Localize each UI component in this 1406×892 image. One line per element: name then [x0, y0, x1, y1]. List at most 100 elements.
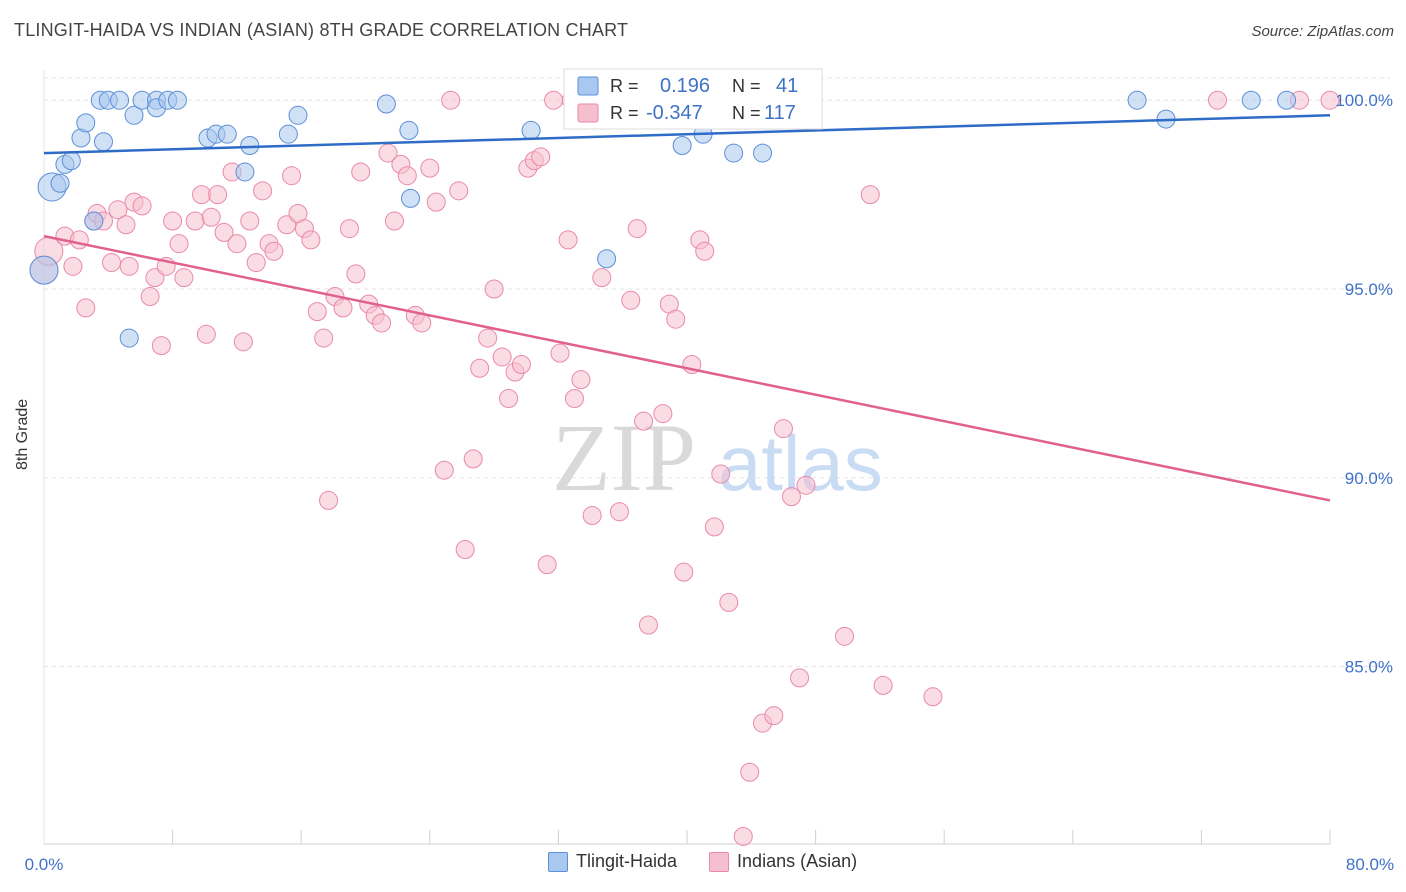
data-point	[733, 826, 753, 846]
y-tick-label: 90.0%	[1345, 469, 1393, 488]
data-point	[426, 192, 446, 212]
data-point	[288, 105, 308, 125]
data-point	[412, 313, 432, 333]
data-point	[399, 120, 419, 140]
data-point	[132, 196, 152, 216]
x-tick-label-min: 0.0%	[25, 855, 64, 874]
data-point	[470, 358, 490, 378]
data-point	[192, 185, 212, 205]
data-point	[455, 540, 475, 560]
stats-swatch-blue	[577, 76, 599, 96]
data-point	[346, 264, 366, 284]
data-point	[61, 151, 81, 171]
data-point	[76, 298, 96, 318]
data-point	[208, 185, 228, 205]
data-point	[282, 166, 302, 186]
data-point	[753, 143, 773, 163]
data-point	[860, 185, 880, 205]
data-point	[319, 490, 339, 510]
legend-label-indians-asian: Indians (Asian)	[737, 851, 858, 871]
data-point	[108, 200, 128, 220]
data-point	[835, 626, 855, 646]
data-point	[93, 132, 113, 152]
data-point	[351, 162, 371, 182]
data-point	[372, 313, 392, 333]
watermark: ZIP atlas	[552, 404, 883, 511]
data-point	[796, 475, 816, 495]
data-point	[240, 211, 260, 231]
data-point	[627, 219, 647, 239]
data-point	[666, 309, 686, 329]
data-point	[339, 219, 359, 239]
data-point	[711, 464, 731, 484]
data-point	[401, 188, 421, 208]
data-point	[397, 166, 417, 186]
data-point	[1320, 90, 1340, 110]
data-point	[76, 113, 96, 133]
data-point	[201, 207, 221, 227]
data-point	[235, 162, 255, 182]
legend-label-tlingit-haida: Tlingit-Haida	[576, 851, 678, 871]
data-point	[781, 487, 801, 507]
trend-line-indians-asian	[43, 234, 1331, 502]
data-point	[169, 234, 189, 254]
data-point	[719, 592, 739, 612]
data-point	[609, 502, 629, 522]
data-point	[102, 253, 122, 273]
data-point	[84, 211, 104, 231]
data-point	[695, 241, 715, 261]
data-point	[116, 215, 136, 235]
data-point	[151, 336, 171, 356]
x-tick-label-max: 80.0%	[1346, 855, 1394, 874]
data-point	[740, 762, 760, 782]
data-point	[167, 90, 187, 110]
data-point	[478, 328, 498, 348]
data-point	[484, 279, 504, 299]
data-point	[301, 230, 321, 250]
data-point	[531, 147, 551, 167]
y-tick-labels: 85.0% 90.0% 95.0% 100.0%	[1335, 91, 1393, 676]
data-point	[185, 211, 205, 231]
data-point	[1241, 90, 1261, 110]
data-point	[724, 143, 744, 163]
x-axis	[43, 830, 1331, 845]
data-point	[449, 181, 469, 201]
data-point	[163, 211, 183, 231]
trend-lines	[43, 114, 1331, 502]
data-point	[384, 211, 404, 231]
stats-swatch-pink	[577, 103, 599, 123]
stats-r-label-1: R =	[610, 76, 639, 96]
data-point	[376, 94, 396, 114]
data-point	[592, 268, 612, 288]
data-point	[923, 687, 943, 707]
data-point	[307, 302, 327, 322]
data-point	[434, 460, 454, 480]
data-point	[217, 124, 237, 144]
data-point	[544, 90, 564, 110]
stats-r-label-2: R =	[610, 103, 639, 123]
data-point	[492, 347, 512, 367]
stats-n-label-2: N =	[732, 103, 761, 123]
data-point	[63, 256, 83, 276]
data-point	[314, 328, 334, 348]
data-point	[227, 234, 247, 254]
data-point	[441, 90, 461, 110]
data-point	[790, 668, 810, 688]
series-indians-asian-points	[29, 90, 1340, 846]
data-point	[550, 343, 570, 363]
data-point	[597, 249, 617, 269]
stats-r-value-2: -0.347	[646, 102, 703, 124]
data-point	[653, 404, 673, 424]
stats-legend: R = 0.196 N = 41 R = -0.347 N = 117	[563, 68, 823, 130]
data-point	[110, 90, 130, 110]
legend-swatch-blue	[548, 851, 568, 872]
stats-r-value-1: 0.196	[660, 75, 710, 97]
data-point	[140, 287, 160, 307]
stats-legend-box	[563, 68, 823, 130]
trend-line-tlingit-haida	[43, 114, 1331, 155]
data-point	[571, 370, 591, 390]
stats-n-value-2: 117	[764, 102, 796, 124]
data-point	[1127, 90, 1147, 110]
data-point	[29, 255, 59, 285]
